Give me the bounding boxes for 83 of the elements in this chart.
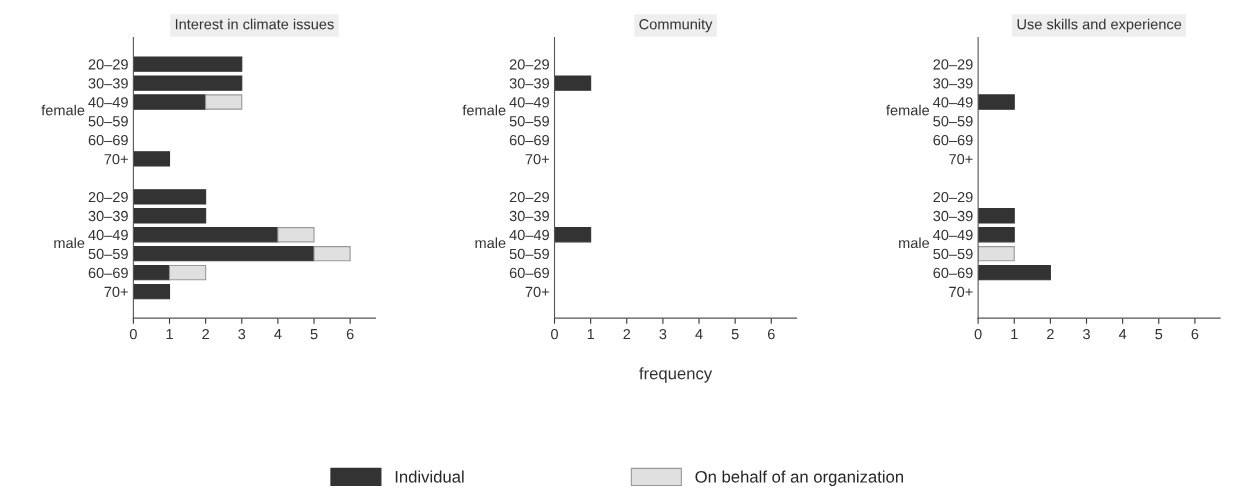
bar — [277, 227, 315, 243]
text: female — [41, 104, 85, 116]
bar — [133, 264, 171, 281]
x-tick-label: 3 — [659, 328, 667, 340]
y-tick-label: 70+ — [525, 154, 549, 165]
y-tick-label: 60–69 — [509, 267, 549, 279]
x-tick-label: 1 — [1011, 329, 1018, 340]
y-tick-label: 30–39 — [88, 210, 128, 222]
bar — [133, 151, 171, 167]
y-tick-label: 60–69 — [509, 135, 549, 146]
y-tick-label: 30–39 — [509, 78, 549, 89]
x-tick-label: 6 — [346, 328, 354, 340]
x-tick-label: 3 — [1083, 328, 1090, 340]
bar — [133, 56, 243, 72]
y-tick-label: 50–59 — [933, 116, 973, 127]
y-tick-label: 20–29 — [509, 191, 549, 203]
y-tick-label: 50–59 — [509, 248, 549, 260]
x-tick-label: 5 — [1155, 329, 1163, 340]
y-tick-label: 40–49 — [88, 97, 128, 108]
bar — [133, 208, 207, 224]
y-tick-label: 70+ — [104, 286, 128, 298]
x-tick-label: 6 — [767, 328, 775, 340]
x-tick-label: 1 — [587, 329, 594, 340]
x-tick-label: 5 — [310, 329, 318, 340]
y-tick-label: 20–29 — [933, 59, 973, 70]
bar — [133, 283, 171, 300]
x-tick-label: 1 — [166, 329, 173, 340]
bar — [205, 94, 243, 110]
text: male — [54, 237, 85, 249]
y-tick-label: 40–49 — [933, 229, 973, 241]
y-tick-label: 30–39 — [933, 78, 973, 89]
x-tick-label: 0 — [974, 328, 982, 340]
y-tick-label: 60–69 — [933, 267, 973, 279]
y-tick-label: 40–49 — [509, 97, 549, 108]
bar — [133, 246, 315, 262]
x-tick-label: 4 — [695, 329, 703, 340]
legend-label: Individual — [395, 470, 464, 483]
y-tick-label: 70+ — [949, 286, 973, 298]
x-tick-label: 6 — [1191, 328, 1199, 340]
y-tick-label: 40–49 — [933, 97, 973, 108]
y-tick-label: 60–69 — [88, 135, 128, 146]
x-axis-title: frequency — [639, 367, 713, 383]
y-tick-label: 50–59 — [509, 116, 549, 127]
y-tick-label: 50–59 — [88, 248, 128, 260]
bar — [313, 246, 351, 262]
x-tick-label: 4 — [274, 329, 282, 340]
x-tick-label: 3 — [238, 328, 246, 340]
bar — [168, 264, 207, 281]
y-tick-label: 20–29 — [88, 59, 128, 70]
chart-title: Use skills and experience — [1017, 18, 1182, 33]
chart-title: Community — [639, 18, 713, 33]
y-tick-label: 30–39 — [88, 78, 128, 89]
x-tick-label: 5 — [731, 329, 739, 340]
y-tick-label: 70+ — [525, 286, 549, 298]
y-tick-label: 60–69 — [88, 267, 128, 279]
y-tick-label: 30–39 — [933, 210, 973, 222]
y-tick-label: 20–29 — [509, 59, 549, 70]
x-tick-label: 2 — [202, 328, 209, 340]
legend-label: On behalf of an organization — [695, 470, 903, 486]
y-tick-label: 40–49 — [88, 229, 128, 241]
bar — [133, 75, 243, 91]
x-tick-label: 4 — [1118, 329, 1127, 340]
bar — [133, 94, 207, 110]
y-tick-label: 50–59 — [933, 248, 973, 260]
text: female — [886, 104, 930, 116]
y-tick-label: 70+ — [104, 154, 128, 165]
y-tick-label: 70+ — [949, 154, 973, 165]
y-tick-label: 60–69 — [933, 135, 973, 146]
bar — [133, 189, 207, 205]
x-tick-label: 2 — [1047, 328, 1054, 340]
bar — [133, 227, 279, 243]
x-tick-label: 0 — [551, 328, 558, 340]
y-tick-label: 30–39 — [509, 210, 549, 222]
y-tick-label: 20–29 — [933, 191, 973, 203]
x-tick-label: 2 — [623, 328, 631, 340]
y-tick-label: 40–49 — [509, 229, 549, 241]
y-tick-label: 20–29 — [88, 191, 128, 203]
text: male — [475, 237, 506, 249]
y-tick-label: 50–59 — [88, 116, 128, 127]
chart-title: Interest in climate issues — [175, 18, 334, 30]
text: male — [899, 237, 930, 249]
text: female — [462, 104, 506, 116]
x-tick-label: 0 — [129, 328, 137, 340]
